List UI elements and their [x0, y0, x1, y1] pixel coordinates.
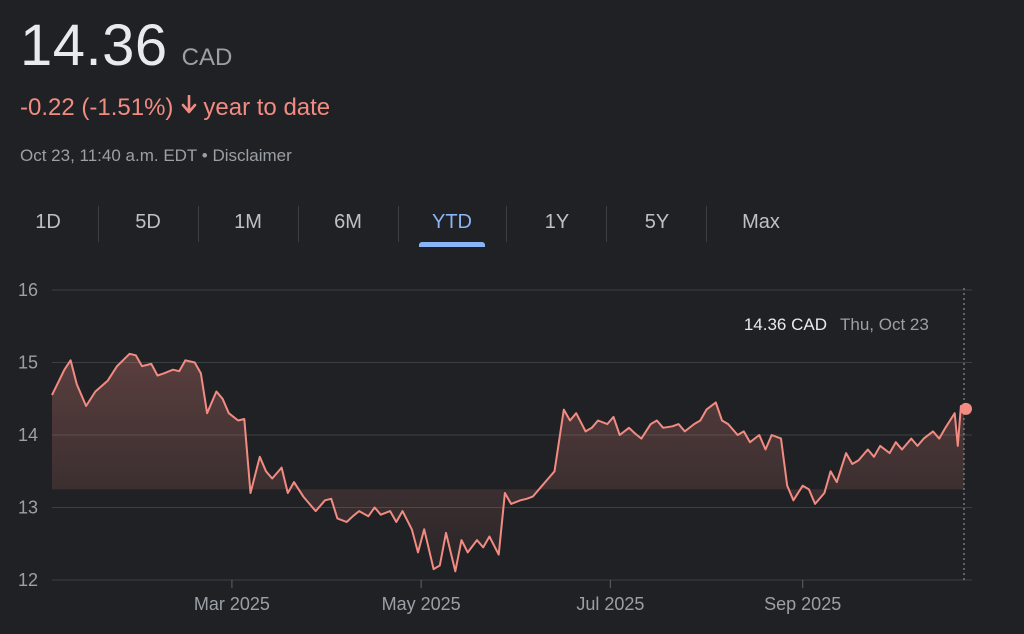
- price-change: -0.22 (-1.51%) year to date: [20, 94, 330, 122]
- y-tick-label: 13: [18, 498, 38, 518]
- x-tick-label: Jul 2025: [576, 594, 644, 614]
- tab-divider: [298, 206, 299, 242]
- timestamp-row: Oct 23, 11:40 a.m. EDT • Disclaimer: [20, 146, 292, 166]
- tab-divider: [506, 206, 507, 242]
- y-tick-label: 15: [18, 353, 38, 373]
- tab-ytd[interactable]: YTD: [432, 211, 472, 233]
- tooltip-date: Thu, Oct 23: [840, 315, 929, 334]
- price-area-fill: [52, 353, 964, 572]
- x-tick-label: Sep 2025: [764, 594, 841, 614]
- y-tick-label: 16: [18, 280, 38, 300]
- price-header: 14.36 CAD: [20, 14, 232, 78]
- tab-1y[interactable]: 1Y: [544, 211, 570, 233]
- tab-active-indicator: [419, 242, 485, 247]
- tab-divider: [398, 206, 399, 242]
- tab-6m[interactable]: 6M: [334, 211, 362, 233]
- y-tick-label: 12: [18, 570, 38, 590]
- tab-1m[interactable]: 1M: [234, 211, 262, 233]
- x-tick-label: May 2025: [382, 594, 461, 614]
- current-price: 14.36: [20, 13, 168, 78]
- price-line: [51, 352, 965, 573]
- tab-divider: [706, 206, 707, 242]
- line-layer: [51, 352, 965, 573]
- arrow-down-icon: [181, 94, 197, 122]
- hover-layer: 14.36 CAD Thu, Oct 23: [744, 288, 972, 580]
- separator-dot: •: [201, 146, 208, 165]
- tab-divider: [98, 206, 99, 242]
- disclaimer-link[interactable]: Disclaimer: [212, 146, 292, 165]
- timestamp: Oct 23, 11:40 a.m. EDT: [20, 146, 198, 165]
- range-tabs: 1D 5D 1M 6M YTD 1Y 5Y Max: [0, 200, 800, 250]
- tab-max[interactable]: Max: [742, 211, 780, 233]
- currency-label: CAD: [181, 44, 233, 71]
- tab-1d[interactable]: 1D: [35, 211, 61, 233]
- price-chart[interactable]: 16 15 14 13 12 Mar 2025 May 2025 Jul 2025 Sep 20…: [0, 262, 1024, 634]
- y-tick-label: 14: [18, 425, 38, 445]
- tab-divider: [606, 206, 607, 242]
- hover-point: [960, 402, 972, 415]
- tooltip-value: 14.36 CAD: [744, 315, 827, 334]
- tab-divider: [198, 206, 199, 242]
- change-period: year to date: [203, 94, 331, 121]
- tab-5y[interactable]: 5Y: [644, 211, 670, 233]
- tab-5d[interactable]: 5D: [135, 211, 161, 233]
- x-tick-label: Mar 2025: [194, 594, 270, 614]
- area-layer: [52, 353, 964, 572]
- change-value: -0.22 (-1.51%): [20, 94, 174, 121]
